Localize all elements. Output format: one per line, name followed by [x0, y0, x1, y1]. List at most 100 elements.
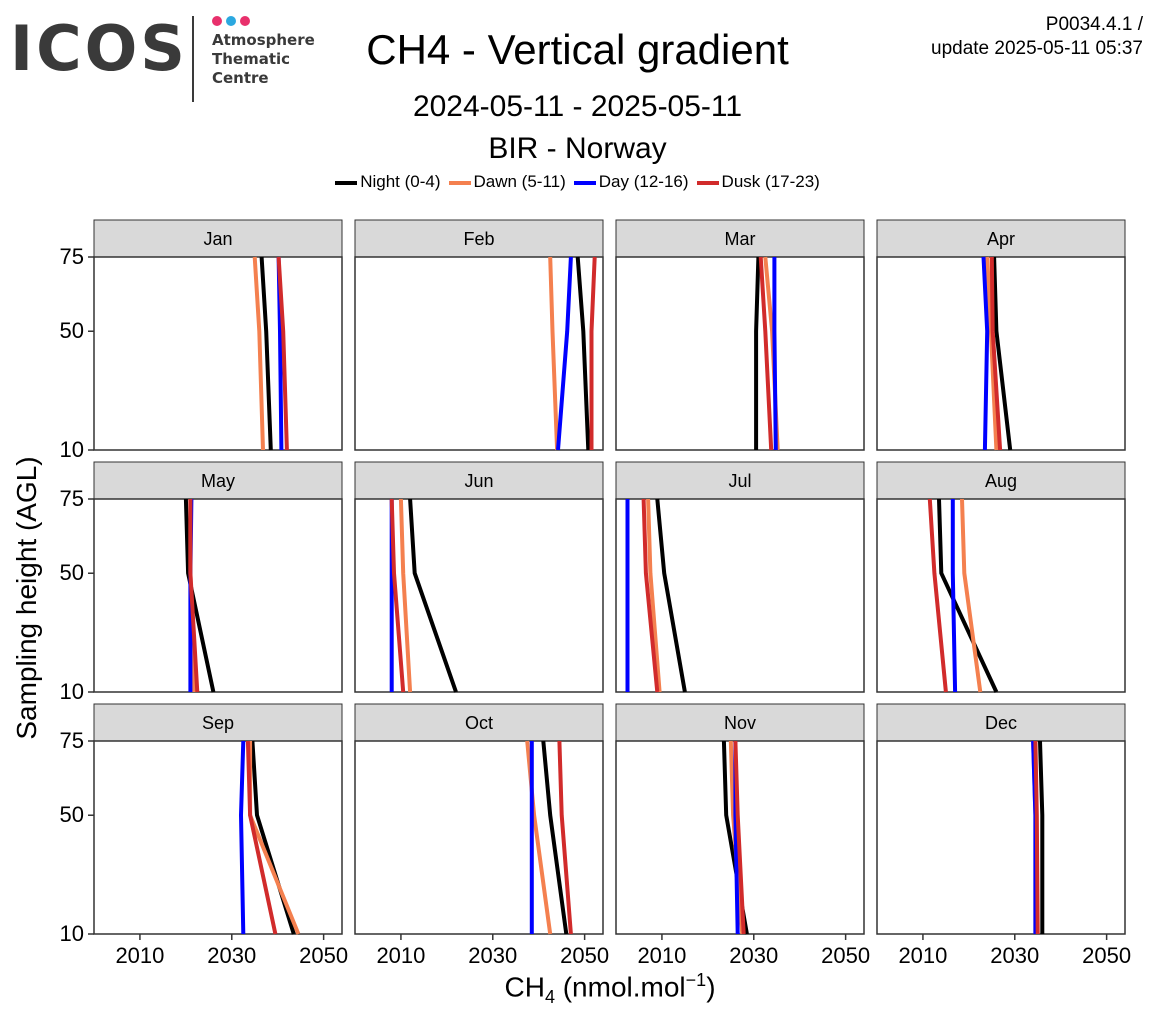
y-tick-label: 10	[59, 437, 84, 462]
x-tick-label: 2030	[729, 943, 779, 968]
facet-panel-dec	[876, 703, 1126, 940]
series-line-day	[981, 256, 990, 451]
x-tick-label: 2050	[821, 943, 871, 968]
series-line-day	[239, 740, 246, 935]
facet-plot-frame	[876, 740, 1126, 935]
chart-subtitle-dates: 2024-05-11 - 2025-05-11	[412, 90, 743, 123]
facet-strip-label: Nov	[723, 713, 756, 733]
facet-panel-jun	[354, 461, 604, 693]
series-line-night	[992, 256, 1013, 451]
facet-panel-jan	[88, 219, 343, 451]
legend-item-1: Dawn (5-11)	[448, 172, 566, 192]
series-line-night	[259, 256, 273, 451]
legend-swatch	[696, 180, 719, 185]
logo-divider	[192, 16, 194, 102]
series-line-night	[408, 498, 458, 693]
x-tick-label: 2030	[468, 943, 518, 968]
series-line-dusk	[733, 740, 746, 935]
legend-swatch	[335, 180, 358, 185]
series-line-dawn	[960, 498, 983, 693]
logo-line-1: Atmosphere	[212, 31, 315, 49]
facet-panel-may	[88, 461, 343, 693]
facet-strip-label: Oct	[464, 713, 493, 733]
facet-strip	[354, 461, 604, 500]
series-line-dusk	[188, 499, 200, 693]
facet-panel-sep	[88, 703, 343, 940]
x-tick-label: 2050	[1082, 943, 1132, 968]
series-line-dawn	[728, 740, 745, 935]
facet-panel-jul	[615, 461, 865, 693]
series-line-night	[655, 498, 687, 693]
legend-label: Day (12-16)	[598, 172, 689, 191]
facet-plot-frame	[93, 498, 343, 693]
x-tick-label: 2010	[898, 943, 948, 968]
facet-panel-oct	[354, 703, 604, 940]
facet-strip	[354, 219, 604, 258]
facet-strip	[615, 461, 865, 500]
logo-line-3: Centre	[212, 69, 269, 87]
x-tick-label: 2050	[560, 943, 610, 968]
series-line-dusk	[927, 498, 948, 693]
x-axis-label: CH4 (nmol.mol−1)	[0, 970, 1155, 1008]
legend-swatch	[448, 180, 471, 185]
y-tick-label: 75	[59, 244, 84, 269]
x-axis-label-unit-pre: (nmol.mol	[554, 971, 686, 1003]
facet-strip	[93, 461, 343, 500]
facet-strip	[615, 219, 865, 258]
series-line-dawn	[398, 498, 413, 693]
series-line-night	[937, 498, 999, 693]
series-line-dusk	[589, 256, 597, 450]
series-line-night	[1038, 740, 1045, 934]
facet-panel-aug	[876, 461, 1126, 693]
series-line-dusk	[758, 256, 774, 451]
facet-strip-label: Aug	[984, 471, 1018, 491]
facet-panel-feb	[354, 219, 604, 451]
logo-dot-2	[226, 16, 236, 26]
chart-subtitle-station: BIR - Norway	[488, 132, 667, 165]
series-line-night	[754, 256, 761, 450]
legend-label: Night (0-4)	[360, 172, 441, 191]
series-line-night	[183, 498, 216, 693]
series-line-dusk	[641, 498, 660, 693]
version-line-1: P0034.4.1 /	[1045, 14, 1143, 35]
y-tick-label: 50	[59, 560, 84, 586]
series-line-dawn	[252, 256, 265, 451]
legend-item-2: Day (12-16)	[573, 172, 689, 192]
series-line-dawn	[548, 256, 560, 451]
series-line-dusk	[1033, 740, 1040, 935]
y-tick-label: 75	[59, 486, 84, 511]
x-tick-label: 2030	[207, 943, 257, 968]
series-line-dawn	[646, 498, 662, 693]
series-line-night	[541, 740, 569, 935]
facet-plot-frame	[876, 498, 1126, 693]
legend-swatch	[573, 180, 596, 185]
series-line-dusk	[389, 498, 406, 693]
logo-line-2: Thematic	[212, 50, 291, 68]
series-line-dawn	[525, 740, 553, 935]
facet-strip-label: May	[200, 471, 235, 491]
series-line-dusk	[557, 740, 573, 935]
x-axis-label-superscript: −1	[685, 970, 707, 990]
series-line-day	[950, 499, 958, 693]
facet-panel-apr	[876, 219, 1126, 451]
series-line-dusk	[245, 740, 278, 935]
y-tick-label: 10	[59, 679, 84, 704]
facet-plot-frame	[93, 740, 343, 935]
logo-dot-1	[212, 16, 222, 26]
y-tick-label: 75	[59, 728, 84, 753]
series-line-dusk	[989, 256, 1003, 451]
facet-strip-label: Apr	[986, 229, 1015, 249]
legend-item-0: Night (0-4)	[335, 172, 441, 192]
chart-title: CH4 - Vertical gradient	[366, 26, 789, 73]
facet-strip	[876, 461, 1126, 500]
logo-dot-3	[240, 16, 250, 26]
legend-label: Dawn (5-11)	[473, 172, 566, 191]
version-line-2: update 2025-05-11 05:37	[931, 38, 1143, 59]
series-line-day	[556, 256, 573, 451]
facet-strip-label: Jun	[464, 471, 494, 491]
legend-label: Dusk (17-23)	[721, 172, 820, 191]
facet-panel-mar	[615, 219, 865, 451]
x-tick-label: 2010	[376, 943, 426, 968]
